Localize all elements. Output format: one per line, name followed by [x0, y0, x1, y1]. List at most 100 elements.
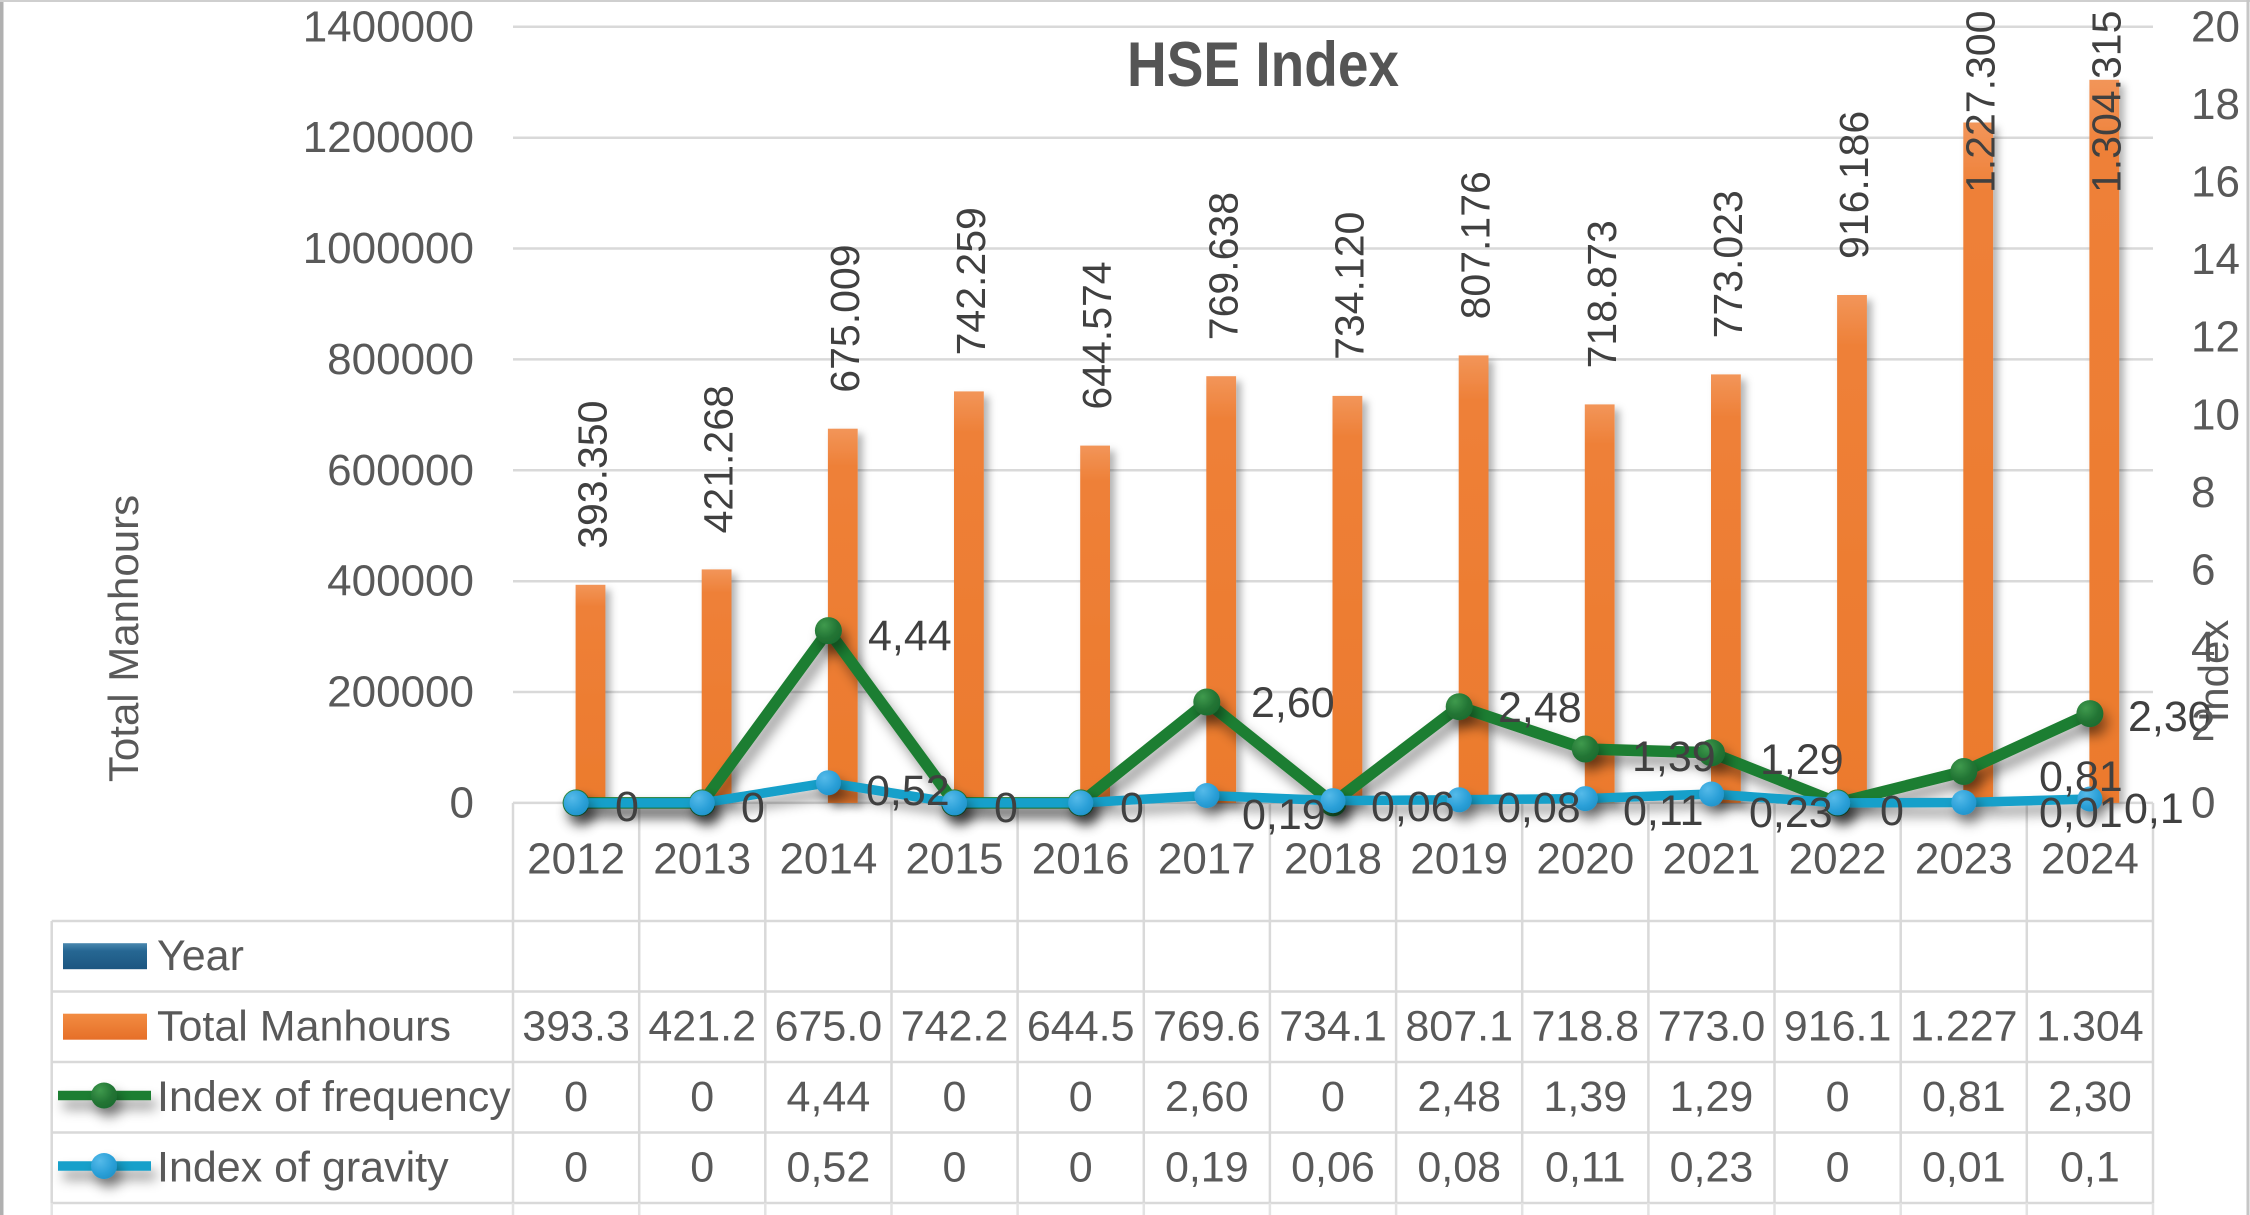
svg-text:0,19: 0,19: [1165, 1144, 1249, 1192]
svg-text:Year: Year: [157, 932, 244, 980]
svg-text:2012: 2012: [527, 835, 625, 884]
svg-text:734.120: 734.120: [1327, 212, 1373, 360]
svg-text:675.009: 675.009: [822, 244, 868, 392]
svg-text:4,44: 4,44: [787, 1073, 871, 1121]
svg-text:421.2: 421.2: [648, 1003, 756, 1051]
svg-text:718.873: 718.873: [1579, 220, 1625, 368]
svg-text:20: 20: [2191, 2, 2240, 51]
svg-text:0,19: 0,19: [1242, 791, 1326, 839]
svg-text:4: 4: [2191, 623, 2215, 672]
svg-text:0,81: 0,81: [1922, 1073, 2006, 1121]
svg-text:2022: 2022: [1789, 835, 1887, 884]
svg-text:0: 0: [741, 784, 765, 832]
svg-text:807.1: 807.1: [1405, 1003, 1513, 1051]
svg-text:1,29: 1,29: [1670, 1073, 1754, 1121]
svg-text:Index of frequency: Index of frequency: [157, 1073, 511, 1121]
svg-text:2018: 2018: [1284, 835, 1382, 884]
svg-text:400000: 400000: [327, 557, 474, 606]
svg-text:0,23: 0,23: [1749, 789, 1833, 837]
svg-text:644.5: 644.5: [1027, 1003, 1135, 1051]
svg-text:0,81: 0,81: [2039, 753, 2123, 801]
svg-text:0,01: 0,01: [1922, 1144, 2006, 1192]
svg-text:Index: Index: [2190, 620, 2237, 723]
svg-text:2013: 2013: [653, 835, 751, 884]
svg-text:1000000: 1000000: [303, 224, 474, 273]
svg-text:769.638: 769.638: [1200, 192, 1246, 340]
svg-text:0: 0: [994, 784, 1018, 832]
svg-text:0: 0: [1069, 1144, 1093, 1192]
svg-text:2016: 2016: [1032, 835, 1130, 884]
svg-text:800000: 800000: [327, 335, 474, 384]
svg-text:2024: 2024: [2041, 835, 2139, 884]
svg-text:0,08: 0,08: [1417, 1144, 1501, 1192]
svg-text:1400000: 1400000: [303, 2, 474, 51]
svg-text:HSE Index: HSE Index: [1127, 30, 1399, 100]
svg-text:12: 12: [2191, 313, 2240, 362]
svg-text:916.1: 916.1: [1784, 1003, 1892, 1051]
svg-text:2020: 2020: [1536, 835, 1634, 884]
svg-text:421.268: 421.268: [696, 385, 742, 533]
svg-text:742.2: 742.2: [901, 1003, 1009, 1051]
svg-text:Index of gravity: Index of gravity: [157, 1144, 449, 1192]
svg-text:0: 0: [1880, 787, 1904, 835]
svg-text:1.227.300: 1.227.300: [1957, 11, 2003, 193]
svg-text:18: 18: [2191, 80, 2240, 129]
svg-text:1,39: 1,39: [1632, 733, 1716, 781]
svg-text:773.023: 773.023: [1705, 190, 1751, 338]
svg-text:200000: 200000: [327, 668, 474, 717]
svg-text:0,06: 0,06: [1291, 1144, 1375, 1192]
svg-text:2017: 2017: [1158, 835, 1256, 884]
svg-text:916.186: 916.186: [1831, 111, 1877, 259]
svg-text:1.227: 1.227: [1910, 1003, 2018, 1051]
svg-text:8: 8: [2191, 468, 2215, 517]
svg-text:1,29: 1,29: [1760, 736, 1844, 784]
svg-text:0: 0: [1120, 784, 1144, 832]
svg-text:0: 0: [1826, 1073, 1850, 1121]
svg-text:0: 0: [564, 1073, 588, 1121]
svg-text:2,48: 2,48: [1417, 1073, 1501, 1121]
svg-text:2: 2: [2191, 701, 2215, 750]
svg-text:2,60: 2,60: [1251, 679, 1335, 727]
svg-text:16: 16: [2191, 158, 2240, 207]
svg-text:0: 0: [943, 1144, 967, 1192]
svg-text:2,30: 2,30: [2128, 693, 2212, 741]
svg-text:10: 10: [2191, 390, 2240, 439]
svg-text:0,11: 0,11: [1545, 1144, 1626, 1192]
svg-text:0,06: 0,06: [1371, 783, 1455, 831]
svg-text:0,52: 0,52: [787, 1144, 871, 1192]
svg-text:0,01: 0,01: [2039, 789, 2123, 837]
svg-text:718.8: 718.8: [1531, 1003, 1639, 1051]
svg-text:742.259: 742.259: [948, 207, 994, 355]
svg-text:1.304.315: 1.304.315: [2083, 11, 2129, 193]
svg-text:14: 14: [2191, 235, 2240, 284]
svg-text:0: 0: [1826, 1144, 1850, 1192]
svg-text:734.1: 734.1: [1279, 1003, 1387, 1051]
svg-text:2,60: 2,60: [1165, 1073, 1249, 1121]
svg-text:0: 0: [615, 783, 639, 831]
svg-text:2,48: 2,48: [1498, 684, 1582, 732]
svg-text:644.574: 644.574: [1074, 261, 1120, 409]
svg-text:1.304: 1.304: [2036, 1003, 2144, 1051]
svg-text:393.3: 393.3: [522, 1003, 630, 1051]
svg-text:2021: 2021: [1663, 835, 1761, 884]
svg-text:0,11: 0,11: [1623, 787, 1704, 835]
svg-text:0: 0: [690, 1073, 714, 1121]
svg-text:0: 0: [690, 1144, 714, 1192]
svg-text:6: 6: [2191, 546, 2215, 595]
svg-text:2023: 2023: [1915, 835, 2013, 884]
svg-text:Total Manhours: Total Manhours: [100, 495, 147, 782]
svg-text:1200000: 1200000: [303, 113, 474, 162]
svg-text:2015: 2015: [906, 835, 1004, 884]
svg-text:0,08: 0,08: [1497, 784, 1581, 832]
svg-text:2019: 2019: [1410, 835, 1508, 884]
svg-text:0: 0: [943, 1073, 967, 1121]
svg-text:0: 0: [564, 1144, 588, 1192]
svg-text:0,23: 0,23: [1670, 1144, 1754, 1192]
svg-text:0: 0: [450, 778, 474, 827]
svg-text:1,39: 1,39: [1543, 1073, 1627, 1121]
svg-text:0: 0: [1321, 1073, 1345, 1121]
svg-text:Total Manhours: Total Manhours: [157, 1003, 451, 1051]
svg-text:393.350: 393.350: [570, 401, 616, 549]
svg-text:807.176: 807.176: [1453, 171, 1499, 319]
svg-text:769.6: 769.6: [1153, 1003, 1261, 1051]
